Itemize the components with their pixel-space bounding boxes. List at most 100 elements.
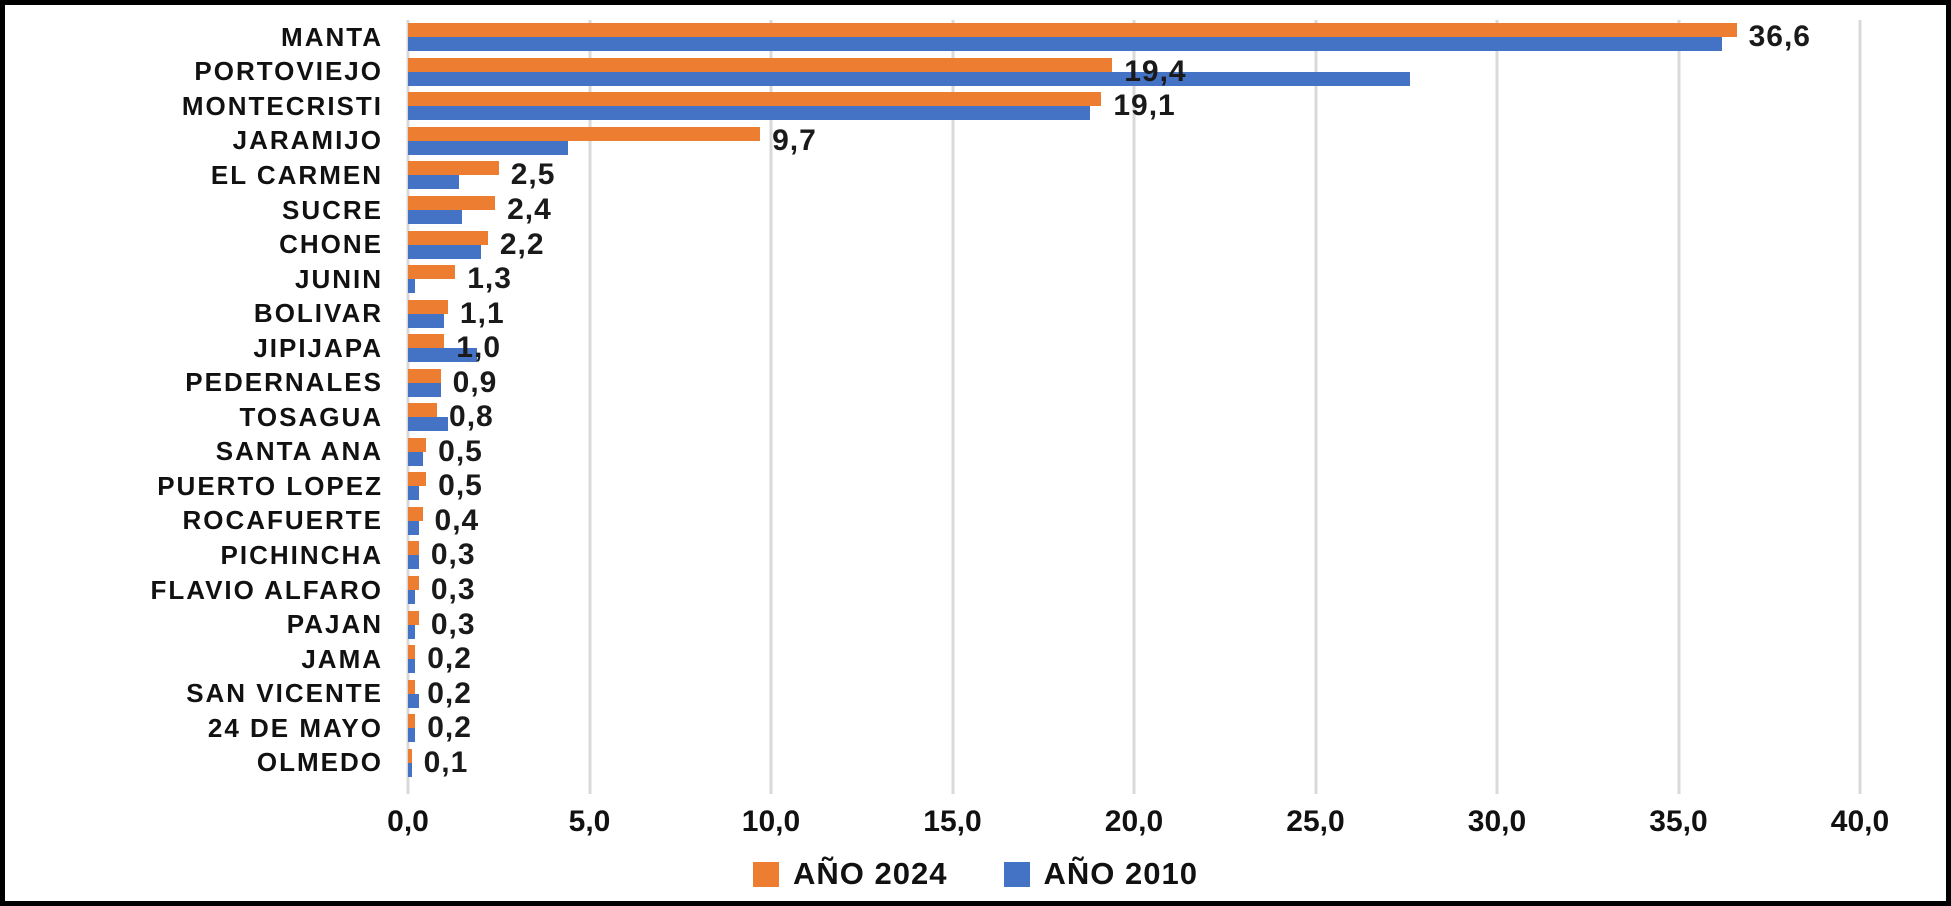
data-label: 0,3 <box>430 573 476 607</box>
bar-row: 36,6 <box>408 20 1860 55</box>
bar-2024 <box>408 714 416 729</box>
x-tick-label: 10,0 <box>741 805 801 838</box>
category-label: MONTECRISTI <box>181 90 383 121</box>
bar-row: 0,4 <box>408 504 1860 539</box>
data-label: 19,4 <box>1124 54 1187 88</box>
bar-2010 <box>408 520 419 535</box>
bar-2024 <box>408 334 445 349</box>
category-label: 24 DE MAYO <box>207 712 383 743</box>
x-tick-label: 20,0 <box>1104 805 1164 838</box>
data-label: 0,1 <box>423 745 469 779</box>
category-label: JUNIN <box>294 263 383 294</box>
data-label: 0,5 <box>438 434 483 468</box>
bar-row: 0,5 <box>408 435 1860 470</box>
bar-2024 <box>408 230 488 245</box>
category-label: PICHINCHA <box>220 539 383 570</box>
bar-2010 <box>408 762 412 777</box>
data-label: 19,1 <box>1113 89 1176 123</box>
category-label: MANTA <box>281 21 383 52</box>
category-label: SANTA ANA <box>215 436 383 467</box>
x-tick-label: 25,0 <box>1286 805 1345 838</box>
bar-row: 0,2 <box>408 642 1860 677</box>
category-label: BOLIVAR <box>253 298 383 329</box>
data-label: 0,8 <box>449 400 494 434</box>
category-label: PORTOVIEJO <box>194 56 383 87</box>
bar-2010 <box>408 37 1723 52</box>
bar-2024 <box>408 126 761 141</box>
bar-row: 0,3 <box>408 573 1860 608</box>
gridline <box>588 20 591 794</box>
bar-2010 <box>408 590 416 605</box>
data-label: 0,2 <box>427 642 472 676</box>
category-label: PUERTO LOPEZ <box>157 470 383 501</box>
data-label: 9,7 <box>772 123 817 157</box>
bar-rows-layer: 36,6 19,4 19,1 9,7 2,5 2,4 2,2 1,3 1,1 1,0 0,9 0,8 0… <box>408 20 1860 780</box>
category-label: EL CARMEN <box>210 159 383 190</box>
bar-2010 <box>408 451 423 466</box>
gridline <box>1132 20 1136 794</box>
bar-2024 <box>408 437 427 452</box>
bar-2010 <box>408 486 419 501</box>
bar-2024 <box>408 196 496 210</box>
gridline <box>951 20 954 794</box>
x-tick-label: 0,0 <box>387 805 429 838</box>
data-label: 0,3 <box>430 538 476 572</box>
chart-legend: AÑO 2024 AÑO 2010 <box>5 853 1946 895</box>
bar-2024 <box>408 576 419 591</box>
bar-2024 <box>408 610 419 625</box>
y-axis-category-labels: MANTA PORTOVIEJO MONTECRISTI JARAMIJO EL CAR… <box>15 20 397 780</box>
x-tick-label: 35,0 <box>1649 805 1708 838</box>
bar-row: 19,4 <box>408 55 1860 90</box>
gridline <box>1314 20 1317 794</box>
bar-2024 <box>408 23 1737 38</box>
data-label: 0,5 <box>438 469 483 503</box>
legend-item: AÑO 2024 <box>753 856 947 892</box>
category-label: OLMEDO <box>256 747 383 778</box>
bar-2024 <box>408 506 423 521</box>
bar-row: 9,7 <box>408 124 1860 159</box>
bar-2024 <box>408 368 441 383</box>
category-label: CHONE <box>279 229 383 260</box>
bar-row: 0,1 <box>408 745 1860 780</box>
x-tick-label: 5,0 <box>568 805 611 838</box>
bar-row: 0,9 <box>408 365 1860 400</box>
bar-2010 <box>408 244 481 259</box>
bar-2010 <box>408 624 416 639</box>
bar-2010 <box>408 382 441 397</box>
bar-2024 <box>408 679 416 694</box>
bar-2010 <box>408 348 477 363</box>
bar-row: 19,1 <box>408 89 1860 124</box>
gridline <box>1677 20 1680 794</box>
category-label: PAJAN <box>286 609 383 640</box>
category-label: SAN VICENTE <box>186 678 383 709</box>
bar-2024 <box>408 299 448 314</box>
category-label: SUCRE <box>281 194 383 225</box>
bar-2024 <box>408 92 1102 107</box>
x-tick-label: 40,0 <box>1830 805 1890 838</box>
legend-swatch-icon <box>753 861 780 887</box>
bar-row: 2,2 <box>408 227 1860 262</box>
data-label: 0,2 <box>427 676 472 710</box>
data-label: 36,6 <box>1748 20 1811 54</box>
bar-2010 <box>408 693 419 708</box>
bar-row: 2,4 <box>408 193 1860 228</box>
bar-row: 0,2 <box>408 711 1860 746</box>
bar-2024 <box>408 265 456 280</box>
bar-row: 2,5 <box>408 158 1860 193</box>
x-tick-label: 15,0 <box>923 805 982 838</box>
bar-row: 1,1 <box>408 296 1860 331</box>
bar-2010 <box>408 555 419 570</box>
data-label: 0,4 <box>434 503 480 537</box>
bar-2010 <box>408 728 416 743</box>
legend-swatch-icon <box>1003 861 1030 887</box>
gridline <box>1495 20 1499 794</box>
category-label: JARAMIJO <box>232 125 383 156</box>
category-label: PEDERNALES <box>185 367 383 398</box>
bar-2010 <box>408 417 448 432</box>
category-label: JAMA <box>301 643 383 674</box>
category-label: ROCAFUERTE <box>182 505 383 536</box>
bar-2024 <box>408 403 438 418</box>
data-label: 2,2 <box>499 227 545 261</box>
bar-2024 <box>408 541 419 556</box>
